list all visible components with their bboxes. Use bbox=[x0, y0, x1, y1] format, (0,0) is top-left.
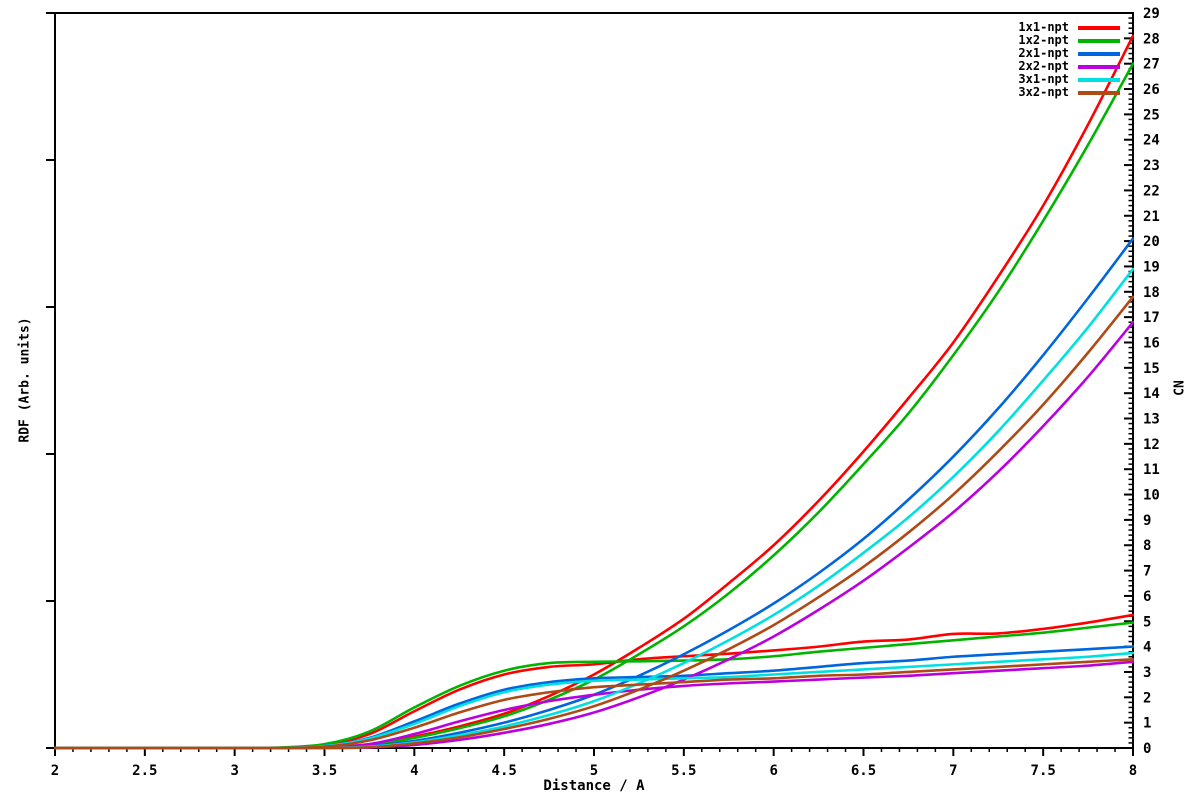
right-tick-label: 21 bbox=[1143, 209, 1160, 225]
curve-1x2-npt-rdf bbox=[54, 621, 1134, 750]
right-tick-label: 2 bbox=[1143, 690, 1151, 706]
right-tick-label: 16 bbox=[1143, 335, 1160, 351]
right-tick-label: 18 bbox=[1143, 285, 1160, 301]
legend-swatch bbox=[1078, 90, 1120, 95]
legend-item-3x2-npt: 3x2-npt bbox=[1018, 86, 1120, 99]
legend-item-1x1-npt: 1x1-npt bbox=[1018, 21, 1120, 34]
legend-label: 2x1-npt bbox=[1018, 46, 1069, 60]
right-tick-label: 10 bbox=[1143, 488, 1160, 504]
right-tick-label: 9 bbox=[1143, 513, 1151, 529]
legend-item-3x1-npt: 3x1-npt bbox=[1018, 73, 1120, 86]
legend-label: 1x2-npt bbox=[1018, 33, 1069, 47]
legend-label: 3x1-npt bbox=[1018, 72, 1069, 86]
legend-swatch bbox=[1078, 51, 1120, 56]
right-tick-label: 12 bbox=[1143, 437, 1160, 453]
legend-swatch bbox=[1078, 77, 1120, 82]
legend-label: 2x2-npt bbox=[1018, 59, 1069, 73]
right-tick-label: 15 bbox=[1143, 361, 1160, 377]
curve-1x2-npt-cn bbox=[54, 62, 1134, 750]
right-tick-label: 23 bbox=[1143, 158, 1160, 174]
right-tick-label: 29 bbox=[1143, 6, 1160, 22]
legend-swatch bbox=[1078, 25, 1120, 30]
legend-label: 3x2-npt bbox=[1018, 85, 1069, 99]
x-tick-label: 5 bbox=[590, 763, 598, 779]
x-tick-label: 2 bbox=[51, 763, 59, 779]
right-tick-label: 28 bbox=[1143, 31, 1160, 47]
x-tick-label: 3 bbox=[230, 763, 238, 779]
x-axis-title: Distance / A bbox=[543, 778, 645, 794]
left-axis-title: RDF (Arb. units) bbox=[17, 317, 33, 443]
curve-3x2-npt-cn bbox=[54, 295, 1134, 750]
right-tick-label: 3 bbox=[1143, 665, 1151, 681]
x-tick-label: 6 bbox=[769, 763, 777, 779]
legend-swatch bbox=[1078, 64, 1120, 69]
legend-swatch bbox=[1078, 38, 1120, 43]
x-axis-tick-labels: 2 2.5 3 3.5 4 4.5 5 5.5 6 6.5 7 7.5 8 bbox=[51, 763, 1137, 779]
right-tick-label: 4 bbox=[1143, 640, 1151, 656]
right-tick-label: 25 bbox=[1143, 107, 1160, 123]
legend-item-1x2-npt: 1x2-npt bbox=[1018, 34, 1120, 47]
right-tick-label: 20 bbox=[1143, 234, 1160, 250]
curve-3x1-npt-cn bbox=[54, 267, 1134, 750]
x-tick-label: 6.5 bbox=[851, 763, 876, 779]
right-tick-label: 6 bbox=[1143, 589, 1151, 605]
x-tick-label: 7.5 bbox=[1031, 763, 1056, 779]
right-tick-label: 1 bbox=[1143, 716, 1151, 732]
right-tick-label: 13 bbox=[1143, 412, 1160, 428]
x-tick-label: 4.5 bbox=[492, 763, 517, 779]
right-tick-label: 22 bbox=[1143, 183, 1160, 199]
x-tick-label: 2.5 bbox=[132, 763, 157, 779]
legend-label: 1x1-npt bbox=[1018, 20, 1069, 34]
left-axis-ticks bbox=[46, 12, 55, 749]
right-axis-tick-labels: 0123456789101112131415161718192021222324… bbox=[1143, 6, 1160, 757]
right-axis-ticks bbox=[1124, 12, 1133, 749]
x-tick-label: 3.5 bbox=[312, 763, 337, 779]
right-tick-label: 19 bbox=[1143, 259, 1160, 275]
right-tick-label: 8 bbox=[1143, 538, 1151, 554]
right-tick-label: 11 bbox=[1143, 462, 1160, 478]
legend-item-2x2-npt: 2x2-npt bbox=[1018, 60, 1120, 73]
curves bbox=[54, 34, 1134, 750]
x-tick-label: 4 bbox=[410, 763, 418, 779]
right-tick-label: 7 bbox=[1143, 564, 1151, 580]
right-tick-label: 0 bbox=[1143, 741, 1151, 757]
right-tick-label: 26 bbox=[1143, 82, 1160, 98]
right-tick-label: 24 bbox=[1143, 133, 1160, 149]
legend: 1x1-npt 1x2-npt 2x1-npt 2x2-npt 3x1-npt 3x2-n… bbox=[1018, 21, 1120, 99]
right-axis-title: CN bbox=[1172, 380, 1188, 396]
right-tick-label: 5 bbox=[1143, 614, 1151, 630]
x-tick-label: 5.5 bbox=[671, 763, 696, 779]
right-tick-label: 27 bbox=[1143, 57, 1160, 73]
x-tick-label: 7 bbox=[949, 763, 957, 779]
curve-1x1-npt-cn bbox=[54, 34, 1134, 750]
legend-item-2x1-npt: 2x1-npt bbox=[1018, 47, 1120, 60]
right-tick-label: 14 bbox=[1143, 386, 1160, 402]
x-tick-label: 8 bbox=[1129, 763, 1137, 779]
curve-2x2-npt-cn bbox=[54, 320, 1134, 750]
right-tick-label: 17 bbox=[1143, 310, 1160, 326]
